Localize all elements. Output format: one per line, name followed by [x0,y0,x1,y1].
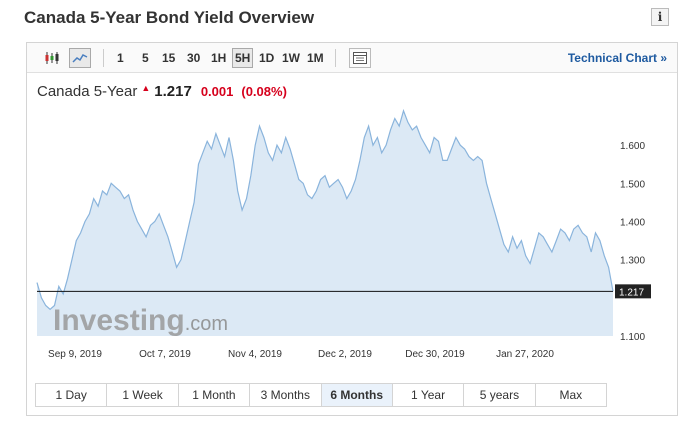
last-value-box [615,284,651,299]
interval-1d[interactable]: 1D [259,51,275,65]
range-tab-5-years[interactable]: 5 years [464,384,536,406]
interval-1[interactable]: 1 [117,51,124,65]
y-tick-label: 1.400 [620,218,645,229]
interval-5[interactable]: 5 [142,51,149,65]
y-tick-label: 1.600 [620,141,645,152]
x-tick-label: Jan 27, 2020 [496,349,554,360]
quote-header: Canada 5-Year ▲ 1.217 0.001 (0.08%) [37,83,287,100]
last-value-marker: 1.217 [37,284,651,299]
x-tick-label: Dec 2, 2019 [318,349,372,360]
series-area [37,110,613,336]
x-tick-label: Oct 7, 2019 [139,349,191,360]
y-tick-label: 1.100 [620,332,645,343]
toolbar-separator [335,49,336,67]
last-value-label: 1.217 [619,287,644,298]
range-tab-1-week[interactable]: 1 Week [107,384,179,406]
price-up-arrow-icon: ▲ [141,83,151,93]
line-chart-icon[interactable] [69,48,91,68]
page-title: Canada 5-Year Bond Yield Overview [24,8,315,27]
interval-1h[interactable]: 1H [211,51,227,65]
y-tick-label: 1.300 [620,256,645,267]
x-tick-label: Dec 30, 2019 [405,349,465,360]
price-change: 0.001 [200,84,234,99]
interval-30[interactable]: 30 [187,51,201,65]
instrument-name: Canada 5-Year [37,83,138,100]
range-tab-6-months[interactable]: 6 Months [321,384,393,406]
technical-chart-link[interactable]: Technical Chart » [567,51,667,65]
range-tab-1-day[interactable]: 1 Day [36,384,108,406]
table-icon[interactable] [349,48,371,68]
range-tab-3-months[interactable]: 3 Months [250,384,322,406]
price-change-percent: (0.08%) [241,84,287,99]
investing-watermark: Investing.com [53,304,228,337]
range-tab-max[interactable]: Max [535,384,606,406]
range-tab-1-month[interactable]: 1 Month [178,384,251,406]
x-tick-label: Sep 9, 2019 [48,349,102,360]
candlestick-icon[interactable] [41,48,63,68]
info-icon: i [657,10,663,24]
price-chart[interactable]: Investing.com 1.1001.3001.4001.5001.600 … [27,43,677,378]
interval-5h[interactable]: 5H [232,48,254,68]
toolbar-separator [103,49,104,67]
y-axis: 1.100 1.300 1.400 1.500 1.600 [620,141,645,343]
last-price: 1.217 [154,83,192,100]
interval-15[interactable]: 15 [162,51,176,65]
interval-1m[interactable]: 1M [307,51,324,65]
y-tick-label: 1.500 [620,179,645,190]
interval-1w[interactable]: 1W [282,51,300,65]
watermark-text: Investing.com [53,304,228,337]
chart-toolbar: 1 5 15 30 1H 5H 1D 1W 1M Technical Chart… [27,43,677,73]
x-axis: Sep 9, 2019 Oct 7, 2019 Nov 4, 2019 Dec 2, … [48,349,554,360]
range-tab-1-year[interactable]: 1 Year [392,384,465,406]
info-button[interactable]: i [651,8,669,26]
x-tick-label: Nov 4, 2019 [228,349,282,360]
series-line [36,108,614,311]
range-selector: 1 Day 1 Week 1 Month 3 Months 6 Months 1 Year… [35,383,607,407]
chart-widget: 1 5 15 30 1H 5H 1D 1W 1M Technical Chart… [26,42,678,416]
